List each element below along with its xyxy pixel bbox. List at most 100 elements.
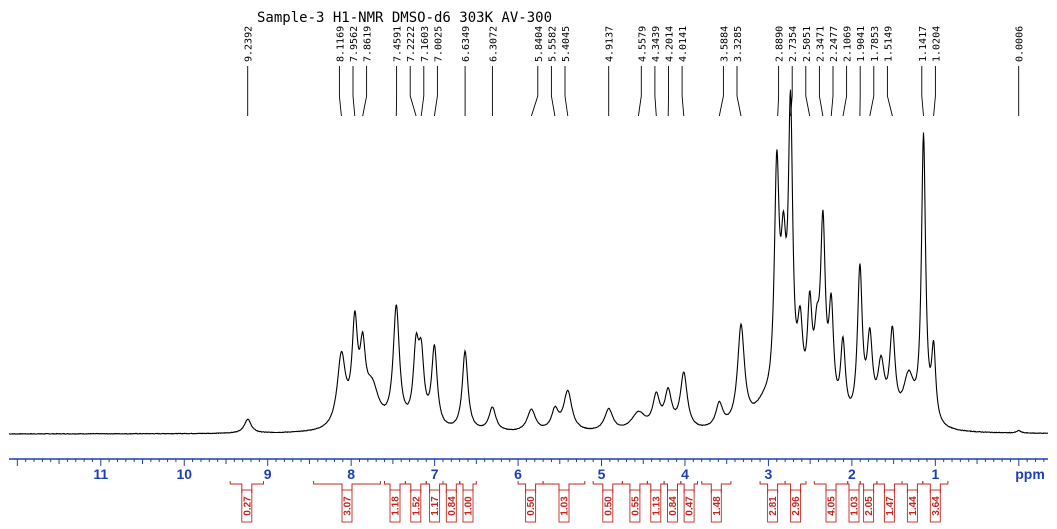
integral-value: 0.27: [242, 496, 253, 516]
peak-label: 6.3072: [488, 26, 499, 62]
peak-label-leader: [718, 66, 724, 117]
integral-value: 1.48: [712, 496, 723, 516]
peak-label-leader: [338, 66, 342, 117]
peak-label: 2.8890: [775, 26, 786, 62]
peak-label-leader: [530, 66, 539, 117]
integral-box: [341, 489, 353, 523]
peak-label-leader: [433, 66, 438, 117]
peak-label: 7.0025: [433, 26, 444, 62]
integral-box: [667, 489, 678, 523]
integral-bracket: [901, 481, 924, 493]
peak-label-leader: [352, 66, 356, 117]
x-tick-label: 9: [264, 466, 272, 482]
peak-label-leader: [637, 66, 642, 117]
integral-bracket: [859, 481, 878, 493]
integral-bracket: [813, 481, 849, 493]
integral-bracket: [680, 481, 698, 493]
peak-label: 9.2392: [244, 26, 255, 62]
x-tick-label: 11: [93, 466, 108, 482]
peak-label: 0.0006: [1015, 26, 1026, 62]
peak-label-leader: [842, 66, 848, 117]
peak-label: 7.2222: [406, 26, 417, 62]
integral-box: [525, 489, 537, 523]
integral-value: 1.52: [411, 496, 422, 516]
x-tick-label: 7: [431, 466, 439, 482]
integral-bracket: [517, 481, 544, 493]
peak-label: 8.1169: [335, 26, 346, 62]
integral-bracket: [922, 481, 949, 493]
peak-label-leader: [805, 66, 811, 117]
integral-bracket: [663, 481, 682, 493]
peak-label: 2.3471: [815, 26, 826, 62]
x-tick-label: 2: [848, 466, 856, 482]
integral-bracket: [847, 481, 861, 493]
integral-box: [410, 489, 422, 523]
peak-label: 2.1069: [843, 26, 854, 62]
peak-label-leader: [933, 66, 936, 117]
x-axis: 11 10 9 8 7 6 5 4 3 2 1 ppm: [9, 458, 1048, 482]
integral-value: 3.07: [343, 496, 354, 516]
integral-box: [790, 489, 802, 523]
peak-label-leader: [681, 66, 685, 117]
integral-value: 2.05: [864, 496, 875, 516]
integral-box: [629, 489, 641, 523]
peak-labels: 9.2392 8.1169 7.9562 7.8619 7.4591 7.2222 7.16…: [244, 26, 1026, 62]
peak-label: 2.5051: [802, 26, 813, 62]
peak-label: 3.5884: [719, 26, 730, 62]
integral-bracket: [876, 481, 903, 493]
integral-value: 0.50: [603, 496, 614, 516]
peak-label-leader: [921, 66, 924, 117]
integral-box: [929, 489, 941, 523]
peak-label: 4.3439: [651, 26, 662, 62]
peak-label-leaders: [247, 66, 1020, 117]
peak-label: 1.0204: [931, 26, 942, 62]
integral-box: [906, 489, 918, 523]
integral-value: 4.05: [827, 496, 838, 516]
integral-value: 1.03: [850, 496, 861, 516]
x-tick-label: 10: [176, 466, 192, 482]
integral-value: 1.03: [560, 496, 571, 516]
peak-label: 7.8619: [363, 26, 374, 62]
peak-label-leader: [420, 66, 425, 117]
x-tick-label: 4: [681, 466, 689, 482]
peak-label: 2.7354: [788, 26, 799, 62]
x-tick-label: 5: [598, 466, 606, 482]
integral-value: 1.13: [651, 496, 662, 516]
integral-box: [558, 489, 570, 523]
integral-value: 1.00: [464, 496, 475, 516]
integral-value: 0.50: [526, 496, 537, 516]
peak-label: 4.2014: [665, 26, 676, 62]
integral-bracket: [313, 481, 381, 493]
integral-value: 2.96: [791, 496, 802, 516]
peak-label: 5.5582: [547, 26, 558, 62]
peak-label-leader: [830, 66, 834, 117]
integral-box: [445, 489, 457, 523]
integral-box: [710, 489, 722, 523]
integral-box: [602, 489, 614, 523]
integral-bracket: [784, 481, 807, 493]
integral-value: 0.84: [668, 496, 679, 516]
integral-bracket: [542, 481, 586, 493]
integral-value: 2.81: [768, 496, 779, 516]
integral-box: [767, 489, 779, 523]
peak-label-leader: [564, 66, 569, 117]
peak-label: 2.2477: [829, 26, 840, 62]
integral-bracket: [425, 481, 444, 493]
integral-bracket: [759, 481, 786, 493]
integral-bracket: [646, 481, 665, 493]
peak-label-leader: [362, 66, 368, 117]
integral-box: [429, 489, 441, 523]
integral-bracket: [384, 481, 406, 493]
peak-label-leader: [654, 66, 657, 117]
integral-value: 0.84: [447, 496, 458, 516]
integral-value: 3.64: [931, 496, 942, 516]
integral-box: [462, 489, 474, 523]
peak-label: 5.4045: [561, 26, 572, 62]
peak-label: 1.1417: [918, 26, 929, 62]
peak-label: 4.5579: [637, 26, 648, 62]
integral-value: 0.47: [685, 496, 696, 516]
integral-box: [848, 489, 860, 523]
integral-bracket: [621, 481, 648, 493]
integral-box: [389, 489, 401, 523]
